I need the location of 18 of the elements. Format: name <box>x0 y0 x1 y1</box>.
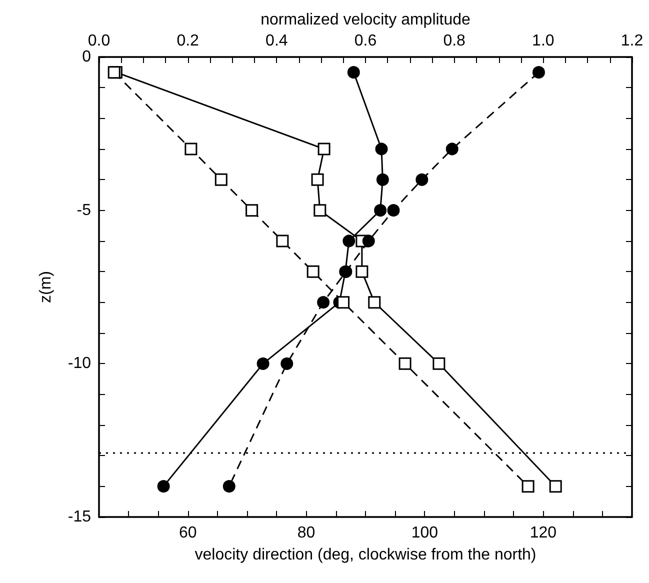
x2-tick-label: 1.0 <box>532 32 554 50</box>
x2-tick-label: 0.4 <box>266 32 288 50</box>
x2-tick-label: 0.6 <box>354 32 377 50</box>
y-tick-label: -15 <box>68 508 92 526</box>
x-tick-label: 120 <box>530 524 557 542</box>
y-tick-label: 0 <box>82 48 92 66</box>
y-axis-title: z(m) <box>38 271 54 303</box>
x-tick-label: 100 <box>411 524 438 542</box>
x-tick-label: 80 <box>297 524 316 542</box>
x-axis-title: velocity direction (deg, clockwise from the north) <box>194 546 536 564</box>
y-tick-label: -10 <box>68 355 92 372</box>
x2-tick-label: 0.0 <box>88 32 110 50</box>
x2-tick-label: 0.2 <box>176 32 200 50</box>
x2-tick-label: 0.8 <box>443 32 466 50</box>
x-tick-label: 60 <box>178 524 197 542</box>
y-tick-label: -5 <box>76 202 92 219</box>
x2-axis-title: normalized velocity amplitude <box>260 12 471 29</box>
x2-tick-label: 1.2 <box>620 32 644 50</box>
